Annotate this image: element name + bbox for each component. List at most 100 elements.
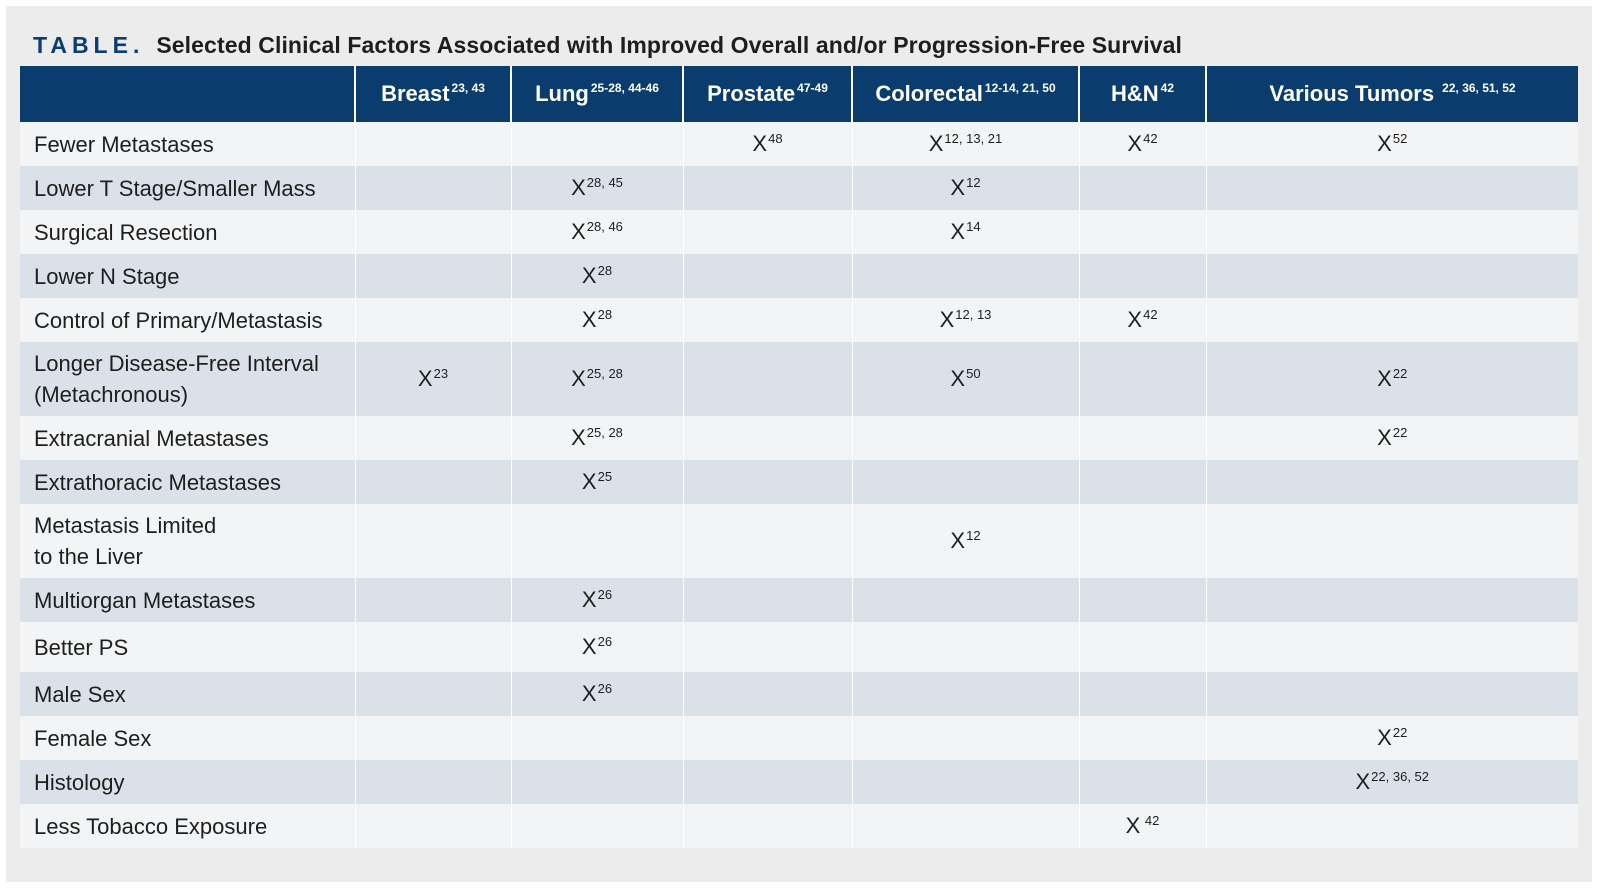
table-cell: X52 <box>1205 122 1578 166</box>
table-cell <box>851 672 1079 716</box>
table-cell: X12, 13 <box>851 298 1079 342</box>
x-mark-symbol: X <box>1125 813 1141 838</box>
header-factor <box>20 66 355 122</box>
row-factor-label: Lower N Stage <box>34 263 180 289</box>
x-mark-ref: 48 <box>768 131 783 146</box>
row-factor-cell: Better PS <box>20 622 355 672</box>
header-hn-label: H&N <box>1110 81 1159 106</box>
row-factor-cell: Extrathoracic Metastases <box>20 460 355 504</box>
table-cell <box>354 716 511 760</box>
row-factor-label: Extracranial Metastases <box>34 425 269 451</box>
row-factor-cell: Extracranial Metastases <box>20 416 355 460</box>
clinical-factors-table: Breast 23, 43 Lung 25-28, 44-46 Prostate 47… <box>20 66 1578 848</box>
x-mark-ref: 22, 36, 52 <box>1371 769 1429 784</box>
table-cell: X42 <box>1078 122 1206 166</box>
row-factor-cell: Female Sex <box>20 716 355 760</box>
x-mark: X23 <box>418 366 448 392</box>
x-mark-symbol: X <box>571 219 586 244</box>
table-cell <box>1078 504 1206 578</box>
x-mark: X52 <box>1377 131 1407 157</box>
table-cell: X22 <box>1205 716 1578 760</box>
table-label: TABLE. <box>33 32 145 58</box>
header-various-tumors: Various Tumors 22, 36, 51, 52 <box>1205 66 1578 122</box>
x-mark: X26 <box>582 634 612 660</box>
table-cell <box>682 298 852 342</box>
row-factor-cell: Control of Primary/Metastasis <box>20 298 355 342</box>
table-cell <box>354 622 511 672</box>
table-row: Male Sex X26 <box>20 672 1578 716</box>
row-factor-label: Control of Primary/Metastasis <box>34 307 323 333</box>
x-mark-symbol: X <box>1127 131 1143 156</box>
table-cell: X12 <box>851 504 1079 578</box>
x-mark-ref: 42 <box>1143 131 1158 146</box>
table-cell: X26 <box>510 672 683 716</box>
table-row: Extracranial Metastases X25, 28 X22 <box>20 416 1578 460</box>
table-cell: X22, 36, 52 <box>1205 760 1578 804</box>
table-row: Lower T Stage/Smaller Mass X28, 45 X12 <box>20 166 1578 210</box>
table-cell <box>1078 578 1206 622</box>
table-cell <box>682 166 852 210</box>
x-mark-symbol: X <box>571 175 586 200</box>
x-mark-ref: 26 <box>597 681 613 696</box>
table-cell <box>1205 672 1578 716</box>
table-cell: X48 <box>682 122 852 166</box>
table-row: Control of Primary/Metastasis X28 X12, 13 X… <box>20 298 1578 342</box>
table-row: Less Tobacco Exposure X 42 <box>20 804 1578 848</box>
x-mark: X28, 45 <box>571 175 623 201</box>
x-mark-ref: 26 <box>597 634 613 649</box>
x-mark: X42 <box>1127 307 1157 333</box>
table-cell <box>1078 460 1206 504</box>
table-cell <box>354 804 511 848</box>
x-mark-symbol: X <box>939 307 955 332</box>
x-mark: X12, 13, 21 <box>929 131 1003 157</box>
table-row: Multiorgan Metastases X26 <box>20 578 1578 622</box>
table-cell <box>354 298 511 342</box>
x-mark-ref: 12, 13 <box>955 307 992 322</box>
table-cell <box>1078 254 1206 298</box>
x-mark: X22, 36, 52 <box>1355 769 1429 795</box>
table-row: Lower N Stage X28 <box>20 254 1578 298</box>
x-mark-ref: 28, 45 <box>586 175 623 190</box>
x-mark: X50 <box>950 366 980 392</box>
table-cell <box>354 760 511 804</box>
table-cell <box>682 760 852 804</box>
table-cell <box>1078 166 1206 210</box>
row-factor-cell: Lower T Stage/Smaller Mass <box>20 166 355 210</box>
x-mark-ref: 42 <box>1141 813 1160 828</box>
x-mark-ref: 28, 46 <box>586 219 623 234</box>
table-cell: X23 <box>354 342 511 416</box>
x-mark: X14 <box>950 219 980 245</box>
table-cell <box>510 716 683 760</box>
table-row: Better PS X26 <box>20 622 1578 672</box>
table-cell: X22 <box>1205 416 1578 460</box>
x-mark: X25 <box>582 469 612 495</box>
table-cell <box>682 622 852 672</box>
table-cell <box>510 804 683 848</box>
table-cell <box>354 504 511 578</box>
x-mark-ref: 25, 28 <box>586 366 623 381</box>
row-factor-cell: Multiorgan Metastases <box>20 578 355 622</box>
header-prostate: Prostate 47-49 <box>682 66 852 122</box>
x-mark-symbol: X <box>581 587 597 612</box>
table-cell <box>682 716 852 760</box>
table-cell <box>510 504 683 578</box>
table-cell <box>1205 504 1578 578</box>
table-cell <box>851 804 1079 848</box>
table-cell <box>1078 342 1206 416</box>
header-colorectal-ref: 12-14, 21, 50 <box>984 81 1056 95</box>
table-cell: X22 <box>1205 342 1578 416</box>
table-cell <box>354 210 511 254</box>
header-colorectal-label: Colorectal <box>875 81 983 106</box>
x-mark-ref: 52 <box>1392 131 1408 146</box>
x-mark-ref: 22 <box>1392 725 1408 740</box>
x-mark: X28 <box>582 263 612 289</box>
table-cell <box>682 504 852 578</box>
header-breast: Breast 23, 43 <box>354 66 511 122</box>
table-cell <box>354 122 511 166</box>
table-caption: TABLE. Selected Clinical Factors Associat… <box>33 30 1182 60</box>
table-cell <box>682 460 852 504</box>
table-cell: X50 <box>851 342 1079 416</box>
x-mark-ref: 12 <box>966 528 981 543</box>
table-cell <box>682 210 852 254</box>
table-cell <box>682 672 852 716</box>
